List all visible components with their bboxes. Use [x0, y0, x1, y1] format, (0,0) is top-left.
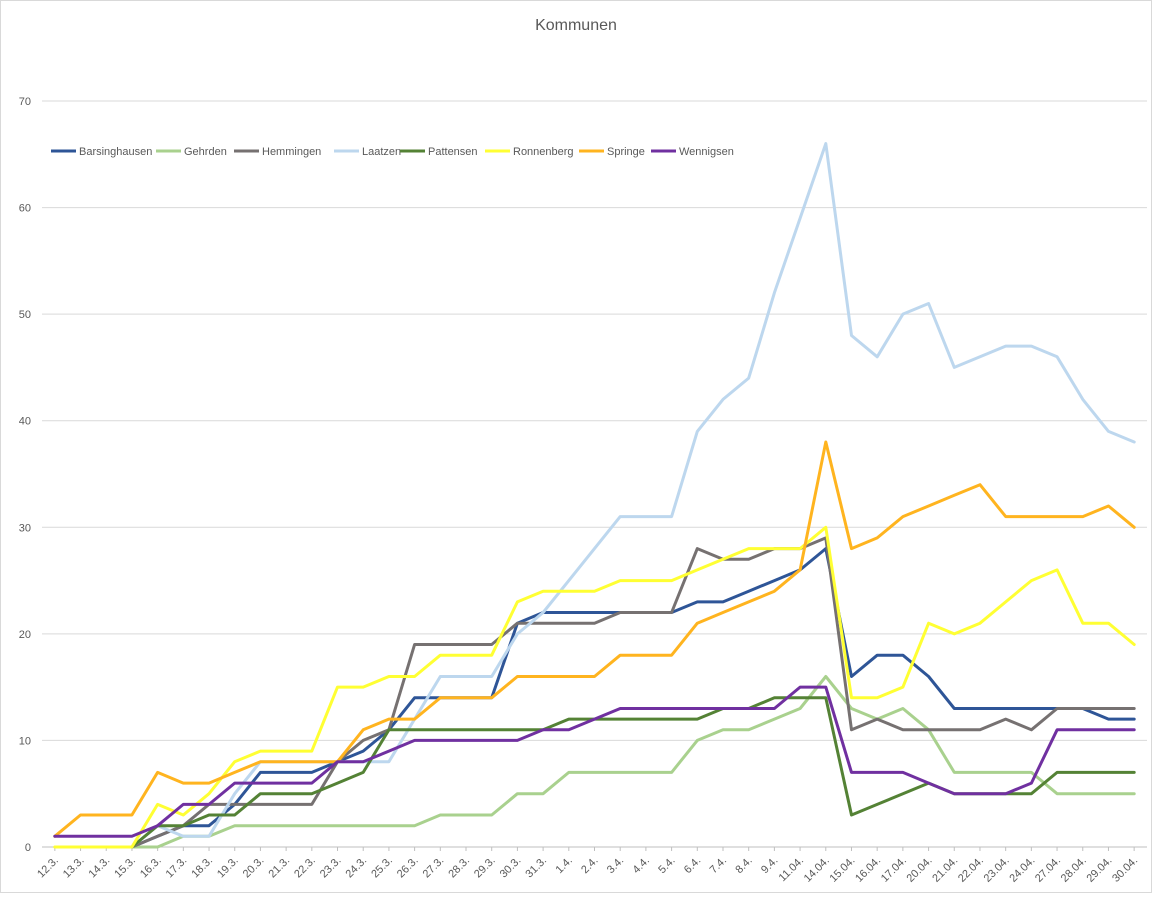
y-tick-label: 10 [19, 735, 31, 747]
x-tick-label: 22.3. [292, 855, 318, 881]
x-tick-label: 16.3. [138, 855, 164, 881]
y-tick-label: 40 [19, 416, 31, 428]
x-tick-label: 16.04. [853, 855, 883, 885]
x-tick-label: 27.04. [1033, 855, 1063, 885]
legend-label-laatzen: Laatzen [362, 146, 401, 158]
x-tick-label: 28.04. [1059, 855, 1089, 885]
x-tick-label: 1.4. [553, 855, 574, 876]
x-tick-label: 21.04. [930, 855, 960, 885]
x-tick-label: 31.3. [523, 855, 549, 881]
series-line-ronnenberg [53, 525, 1136, 849]
series-line-barsinghausen [130, 547, 1136, 849]
series-line-springe [53, 440, 1136, 838]
x-tick-label: 15.04. [827, 855, 857, 885]
legend-label-ronnenberg: Ronnenberg [513, 146, 574, 158]
x-tick-label: 12.3. [35, 855, 61, 881]
x-tick-label: 19.3. [215, 855, 241, 881]
legend: Barsinghausen Gehrden Hemmingen Laatzen Patt… [51, 146, 734, 158]
series-line-hemmingen [130, 536, 1136, 849]
x-tick-label: 20.3. [241, 855, 267, 881]
x-tick-label: 24.04. [1007, 855, 1037, 885]
x-tick-label: 4.4. [631, 855, 652, 876]
x-tick-label: 22.04. [956, 855, 986, 885]
x-tick-label: 30.04. [1110, 855, 1140, 885]
series-line-wennigsen [53, 685, 1136, 838]
x-tick-label: 5.4. [656, 855, 677, 876]
x-tick-label: 30.3. [498, 855, 524, 881]
legend-label-pattensen: Pattensen [428, 146, 478, 158]
x-tick-label: 9.4. [759, 855, 780, 876]
x-tick-label: 24.3. [344, 855, 370, 881]
series-line-gehrden [130, 675, 1136, 849]
x-tick-label: 11.04. [777, 855, 807, 885]
x-tick-label: 2.4. [579, 855, 600, 876]
y-tick-label: 30 [19, 522, 31, 534]
legend-label-hemmingen: Hemmingen [262, 146, 321, 158]
x-tick-label: 15.3. [112, 855, 138, 881]
x-tick-label: 13.3. [61, 855, 87, 881]
legend-label-barsinghausen: Barsinghausen [79, 146, 152, 158]
x-tick-label: 27.3. [421, 855, 447, 881]
legend-label-springe: Springe [607, 146, 645, 158]
x-tick-label: 21.3. [266, 855, 292, 881]
x-tick-label: 17.3. [164, 855, 190, 881]
x-tick-label: 6.4. [682, 855, 703, 876]
x-tick-label: 25.3. [369, 855, 395, 881]
y-tick-label: 0 [25, 842, 31, 854]
x-tick-label: 28.3. [446, 855, 472, 881]
x-tick-label: 20.04. [905, 855, 935, 885]
x-tick-label: 26.3. [395, 855, 421, 881]
series-line-laatzen [130, 142, 1136, 849]
x-tick-label: 23.3. [318, 855, 344, 881]
y-tick-label: 50 [19, 309, 31, 321]
chart-title: Kommunen [535, 17, 617, 34]
y-tick-label: 20 [19, 629, 31, 641]
x-tick-label: 17.04. [879, 855, 909, 885]
x-tick-label: 18.3. [189, 855, 215, 881]
x-tick-label: 14.04. [802, 855, 832, 885]
y-tick-label: 70 [19, 96, 31, 108]
series-lines [53, 142, 1136, 849]
x-tick-label: 14.3. [87, 855, 113, 881]
x-tick-label: 29.3. [472, 855, 498, 881]
x-axis: 12.3. 13.3. 14.3. 15.3. 16.3. 17.3. 18.3. 19.3.… [35, 847, 1140, 885]
y-axis-tick-labels: 0 10 20 30 40 50 60 70 [19, 96, 31, 854]
x-tick-label: 7.4. [708, 855, 729, 876]
x-tick-label: 3.4. [605, 855, 626, 876]
legend-label-wennigsen: Wennigsen [679, 146, 734, 158]
gridlines [42, 100, 1147, 848]
x-tick-label: 29.04. [1084, 855, 1114, 885]
y-tick-label: 60 [19, 203, 31, 215]
legend-label-gehrden: Gehrden [184, 146, 227, 158]
x-tick-label: 23.04. [982, 855, 1012, 885]
x-tick-label: 8.4. [733, 855, 754, 876]
